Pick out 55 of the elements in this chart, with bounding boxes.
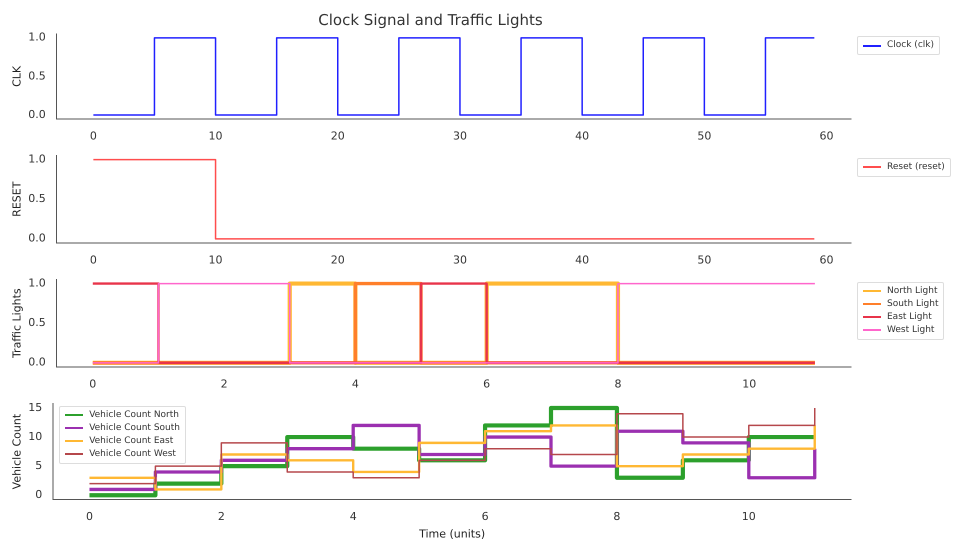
x-tick-label: 10 bbox=[208, 253, 223, 266]
legend-label: Vehicle Count North bbox=[89, 408, 179, 422]
legend-label: North Light bbox=[887, 284, 938, 298]
y-tick-label: 15 bbox=[28, 400, 42, 414]
y-tick-label: 5 bbox=[35, 459, 42, 472]
x-tick-label: 50 bbox=[697, 129, 712, 142]
y-tick-label: 0.0 bbox=[28, 232, 46, 245]
y-tick-label: 1.0 bbox=[28, 152, 46, 166]
legend-label: Vehicle Count South bbox=[89, 422, 180, 435]
y-tick-label: 0.5 bbox=[28, 316, 46, 330]
legend-label: West Light bbox=[887, 324, 934, 337]
y-axis-title: Vehicle Count bbox=[10, 413, 24, 490]
x-tick-label: 2 bbox=[218, 510, 225, 524]
x-tick-label: 0 bbox=[86, 510, 93, 524]
x-tick-label: 0 bbox=[90, 129, 97, 142]
legend-label: South Light bbox=[887, 298, 938, 311]
x-tick-label: 0 bbox=[89, 377, 96, 390]
legend-label: Vehicle Count East bbox=[89, 434, 174, 448]
y-tick-label: 0 bbox=[35, 488, 42, 502]
y-tick-label: 0.5 bbox=[28, 69, 46, 82]
x-tick-label: 40 bbox=[575, 129, 590, 142]
x-tick-label: 60 bbox=[820, 253, 834, 266]
y-axis-title: RESET bbox=[10, 181, 24, 217]
x-tick-label: 0 bbox=[90, 253, 97, 266]
x-tick-label: 4 bbox=[350, 510, 357, 524]
y-tick-label: 1.0 bbox=[28, 30, 46, 44]
x-tick-label: 8 bbox=[614, 377, 622, 390]
y-tick-label: 0.0 bbox=[28, 108, 46, 121]
y-axis-title: CLK bbox=[10, 65, 24, 87]
chart-title: Clock Signal and Traffic Lights bbox=[318, 10, 543, 29]
y-tick-label: 0.0 bbox=[28, 356, 46, 369]
y-tick-label: 1.0 bbox=[28, 276, 46, 290]
x-tick-label: 50 bbox=[697, 253, 712, 266]
y-tick-label: 10 bbox=[28, 430, 42, 443]
x-tick-label: 20 bbox=[330, 129, 345, 142]
x-tick-label: 6 bbox=[483, 377, 490, 390]
x-tick-label: 10 bbox=[742, 377, 756, 390]
legend-label: Vehicle Count West bbox=[89, 448, 176, 461]
x-tick-label: 40 bbox=[575, 253, 590, 266]
x-tick-label: 30 bbox=[452, 253, 467, 266]
legend-label: Reset (reset) bbox=[887, 160, 945, 174]
y-axis-title: Traffic Lights bbox=[10, 288, 24, 360]
x-tick-label: 4 bbox=[352, 377, 359, 390]
x-tick-label: 10 bbox=[742, 510, 756, 524]
x-tick-label: 6 bbox=[482, 510, 489, 524]
x-tick-label: 20 bbox=[330, 253, 345, 266]
legend-label: East Light bbox=[887, 310, 932, 324]
y-tick-label: 0.5 bbox=[28, 192, 46, 206]
x-tick-label: 8 bbox=[613, 510, 620, 524]
x-tick-label: 30 bbox=[452, 129, 467, 142]
x-tick-label: 10 bbox=[208, 129, 223, 142]
x-axis-title: Time (units) bbox=[418, 527, 486, 540]
legend-label: Clock (clk) bbox=[887, 39, 934, 52]
x-tick-label: 2 bbox=[220, 377, 228, 390]
x-tick-label: 60 bbox=[820, 129, 834, 142]
